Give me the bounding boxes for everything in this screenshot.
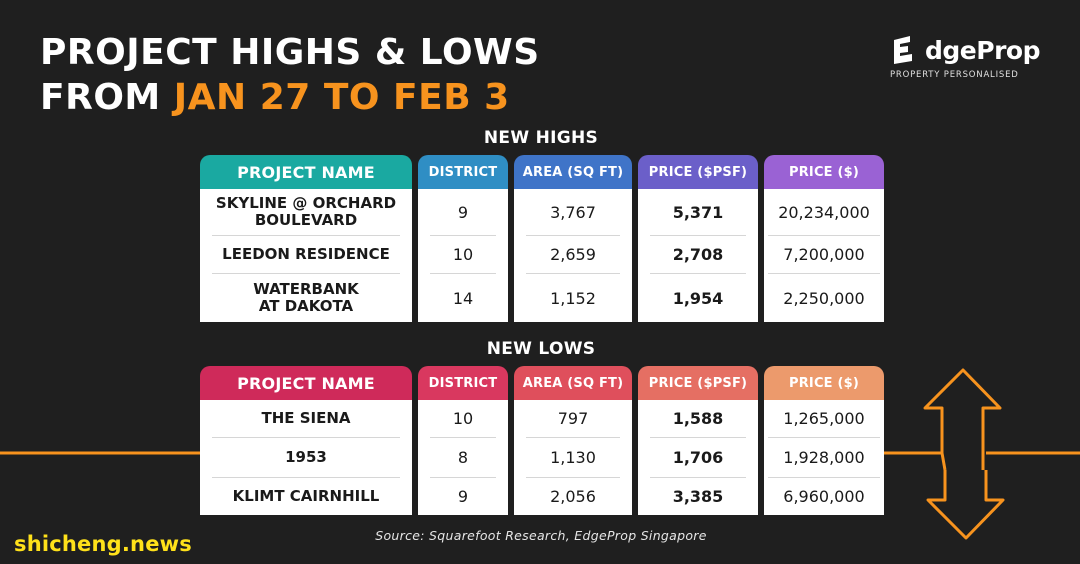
lows-body-price: 1,265,000 1,928,000 6,960,000 bbox=[764, 400, 884, 515]
lows-row-2-district: 8 bbox=[430, 438, 496, 478]
highs-header-psf: PRICE ($PSF) bbox=[638, 155, 758, 189]
highs-row-2-area: 2,659 bbox=[526, 236, 620, 274]
highs-table: PROJECT NAME SKYLINE @ ORCHARD BOULEVARD… bbox=[200, 155, 884, 322]
highs-col-area: AREA (SQ FT) 3,767 2,659 1,152 bbox=[514, 155, 632, 322]
lows-heading: NEW LOWS bbox=[486, 339, 596, 359]
edgeprop-logo: dgeProp PROPERTY PERSONALISED bbox=[890, 34, 1050, 81]
highs-body-psf: 5,371 2,708 1,954 bbox=[638, 189, 758, 322]
highs-body-area: 3,767 2,659 1,152 bbox=[514, 189, 632, 322]
lows-col-price: PRICE ($) 1,265,000 1,928,000 6,960,000 bbox=[764, 366, 884, 515]
watermark: shicheng.news bbox=[14, 532, 192, 556]
lows-body-psf: 1,588 1,706 3,385 bbox=[638, 400, 758, 515]
lows-row-3-area: 2,056 bbox=[550, 487, 596, 506]
lows-row-1-area: 797 bbox=[526, 400, 620, 438]
lows-col-district: DISTRICT 10 8 9 bbox=[418, 366, 508, 515]
title-line-1: PROJECT HIGHS & LOWS bbox=[40, 32, 540, 73]
title-line-2: FROM JAN 27 TO FEB 3 bbox=[40, 75, 540, 120]
lows-row-1-price: 1,265,000 bbox=[768, 400, 880, 438]
highs-row-3-area: 1,152 bbox=[550, 288, 596, 308]
highs-row-1-psf: 5,371 bbox=[650, 189, 746, 236]
lows-col-project: PROJECT NAME THE SIENA 1953 KLIMT CAIRNH… bbox=[200, 366, 412, 515]
highs-row-3-district: 14 bbox=[452, 288, 474, 308]
lows-row-1-name: THE SIENA bbox=[212, 400, 400, 438]
lows-row-2-psf: 1,706 bbox=[650, 438, 746, 478]
highs-row-3-name: WATERBANK AT DAKOTA bbox=[253, 280, 359, 315]
highs-row-1-price: 20,234,000 bbox=[768, 189, 880, 236]
highs-col-district: DISTRICT 9 10 14 bbox=[418, 155, 508, 322]
lows-body-district: 10 8 9 bbox=[418, 400, 508, 515]
highs-row-2-name: LEEDON RESIDENCE bbox=[212, 236, 400, 274]
lows-col-area: AREA (SQ FT) 797 1,130 2,056 bbox=[514, 366, 632, 515]
logo-tagline: PROPERTY PERSONALISED bbox=[890, 70, 1019, 80]
lows-header-psf: PRICE ($PSF) bbox=[638, 366, 758, 400]
highs-col-project: PROJECT NAME SKYLINE @ ORCHARD BOULEVARD… bbox=[200, 155, 412, 322]
highs-row-3-psf: 1,954 bbox=[672, 288, 724, 308]
title-date-range: JAN 27 TO FEB 3 bbox=[173, 77, 510, 118]
highs-body-project: SKYLINE @ ORCHARD BOULEVARD LEEDON RESID… bbox=[200, 189, 412, 322]
lows-row-3-price: 6,960,000 bbox=[783, 487, 865, 506]
lows-row-3-name: KLIMT CAIRNHILL bbox=[232, 487, 380, 505]
logo-wordmark: dgeProp bbox=[925, 35, 1040, 65]
highs-heading: NEW HIGHS bbox=[483, 128, 599, 148]
highs-row-3-price: 2,250,000 bbox=[783, 288, 865, 308]
lows-row-3-district: 9 bbox=[457, 487, 469, 506]
highs-header-area: AREA (SQ FT) bbox=[514, 155, 632, 189]
highs-col-psf: PRICE ($PSF) 5,371 2,708 1,954 bbox=[638, 155, 758, 322]
source-note: Source: Squarefoot Research, EdgeProp Si… bbox=[375, 528, 707, 543]
highs-body-district: 9 10 14 bbox=[418, 189, 508, 322]
lows-row-2-area: 1,130 bbox=[526, 438, 620, 478]
lows-col-psf: PRICE ($PSF) 1,588 1,706 3,385 bbox=[638, 366, 758, 515]
highs-row-2-price: 7,200,000 bbox=[768, 236, 880, 274]
lows-row-3-psf: 3,385 bbox=[672, 487, 724, 506]
highs-header-district: DISTRICT bbox=[418, 155, 508, 189]
highs-row-1-name: SKYLINE @ ORCHARD BOULEVARD bbox=[212, 189, 400, 236]
highs-row-2-district: 10 bbox=[430, 236, 496, 274]
highs-body-price: 20,234,000 7,200,000 2,250,000 bbox=[764, 189, 884, 322]
highs-header-price: PRICE ($) bbox=[764, 155, 884, 189]
lows-row-1-psf: 1,588 bbox=[650, 400, 746, 438]
lows-body-project: THE SIENA 1953 KLIMT CAIRNHILL bbox=[200, 400, 412, 515]
title-prefix: FROM bbox=[40, 77, 174, 118]
lows-row-1-district: 10 bbox=[430, 400, 496, 438]
lows-header-project: PROJECT NAME bbox=[200, 366, 412, 400]
lows-header-area: AREA (SQ FT) bbox=[514, 366, 632, 400]
lows-header-price: PRICE ($) bbox=[764, 366, 884, 400]
edgeprop-e-logo-icon bbox=[894, 36, 912, 64]
highs-col-price: PRICE ($) 20,234,000 7,200,000 2,250,000 bbox=[764, 155, 884, 322]
lows-row-2-price: 1,928,000 bbox=[768, 438, 880, 478]
logo-mark: dgeProp bbox=[890, 34, 1050, 66]
highs-header-project: PROJECT NAME bbox=[200, 155, 412, 189]
lows-header-district: DISTRICT bbox=[418, 366, 508, 400]
lows-table: PROJECT NAME THE SIENA 1953 KLIMT CAIRNH… bbox=[200, 366, 884, 515]
page-title: PROJECT HIGHS & LOWS FROM JAN 27 TO FEB … bbox=[40, 30, 540, 120]
highs-row-2-psf: 2,708 bbox=[650, 236, 746, 274]
highs-row-1-area: 3,767 bbox=[526, 189, 620, 236]
highs-row-1-district: 9 bbox=[430, 189, 496, 236]
lows-row-2-name: 1953 bbox=[212, 438, 400, 478]
lows-body-area: 797 1,130 2,056 bbox=[514, 400, 632, 515]
